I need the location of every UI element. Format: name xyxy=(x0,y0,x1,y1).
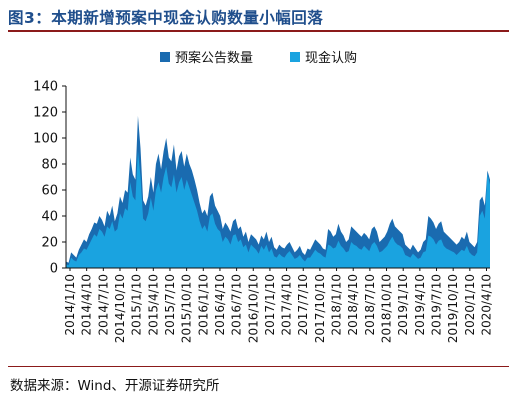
x-tick-label: 2020/4/10 xyxy=(480,274,494,336)
plot-area xyxy=(66,115,490,269)
title-rule xyxy=(8,30,509,32)
y-tick-label: 40 xyxy=(41,210,58,225)
x-tick-label: 2017/10/10 xyxy=(313,274,327,343)
x-tick-label: 2018/4/10 xyxy=(346,274,360,336)
y-tick-label: 100 xyxy=(33,132,58,147)
x-tick-label: 2016/7/10 xyxy=(230,274,244,336)
x-tick-label: 2018/10/10 xyxy=(380,274,394,343)
source-note: 数据来源：Wind、开源证券研究所 xyxy=(10,378,220,394)
x-tick-label: 2016/10/10 xyxy=(246,274,260,343)
legend-swatch-1 xyxy=(160,52,170,62)
y-tick-label: 60 xyxy=(41,184,58,199)
x-tick-label: 2019/4/10 xyxy=(413,274,427,336)
legend-label-1: 预案公告数量 xyxy=(175,51,253,66)
x-tick-label: 2017/4/10 xyxy=(280,274,294,336)
x-tick-label: 2014/10/10 xyxy=(113,274,127,343)
legend-swatch-2 xyxy=(290,52,300,62)
x-tick-label: 2018/7/10 xyxy=(363,274,377,336)
x-tick-label: 2015/7/10 xyxy=(163,274,177,336)
footer-rule xyxy=(8,366,509,367)
y-tick-label: 20 xyxy=(41,236,58,251)
x-tick-label: 2018/1/10 xyxy=(330,274,344,336)
x-tick-label: 2014/1/10 xyxy=(63,274,77,336)
y-tick-label: 120 xyxy=(33,106,58,121)
x-tick-label: 2020/1/10 xyxy=(463,274,477,336)
y-axis: 0 20 40 60 80 100 120 140 xyxy=(33,80,67,277)
series-area-2 xyxy=(66,151,490,268)
x-tick-label: 2015/10/10 xyxy=(180,274,194,343)
x-tick-label: 2017/7/10 xyxy=(296,274,310,336)
chart-legend: 预案公告数量 现金认购 xyxy=(160,50,357,66)
x-axis: 2014/1/10 2014/4/10 2014/7/10 2014/10/10 201… xyxy=(63,267,494,343)
x-tick-label: 2016/4/10 xyxy=(213,274,227,336)
x-tick-label: 2017/1/10 xyxy=(263,274,277,336)
x-tick-label: 2019/1/10 xyxy=(396,274,410,336)
y-tick-label: 140 xyxy=(33,80,58,95)
x-tick-label: 2019/10/10 xyxy=(446,274,460,343)
x-tick-label: 2014/7/10 xyxy=(96,274,110,336)
y-tick-label: 80 xyxy=(41,158,58,173)
x-tick-label: 2014/4/10 xyxy=(80,274,94,336)
x-tick-label: 2015/4/10 xyxy=(146,274,160,336)
chart-title: 图3：本期新增预案中现金认购数量小幅回落 xyxy=(8,9,324,27)
x-tick-label: 2016/1/10 xyxy=(196,274,210,336)
x-tick-label: 2015/1/10 xyxy=(130,274,144,336)
x-tick-label: 2019/7/10 xyxy=(430,274,444,336)
y-tick-label: 0 xyxy=(50,262,58,277)
legend-label-2: 现金认购 xyxy=(305,50,357,66)
